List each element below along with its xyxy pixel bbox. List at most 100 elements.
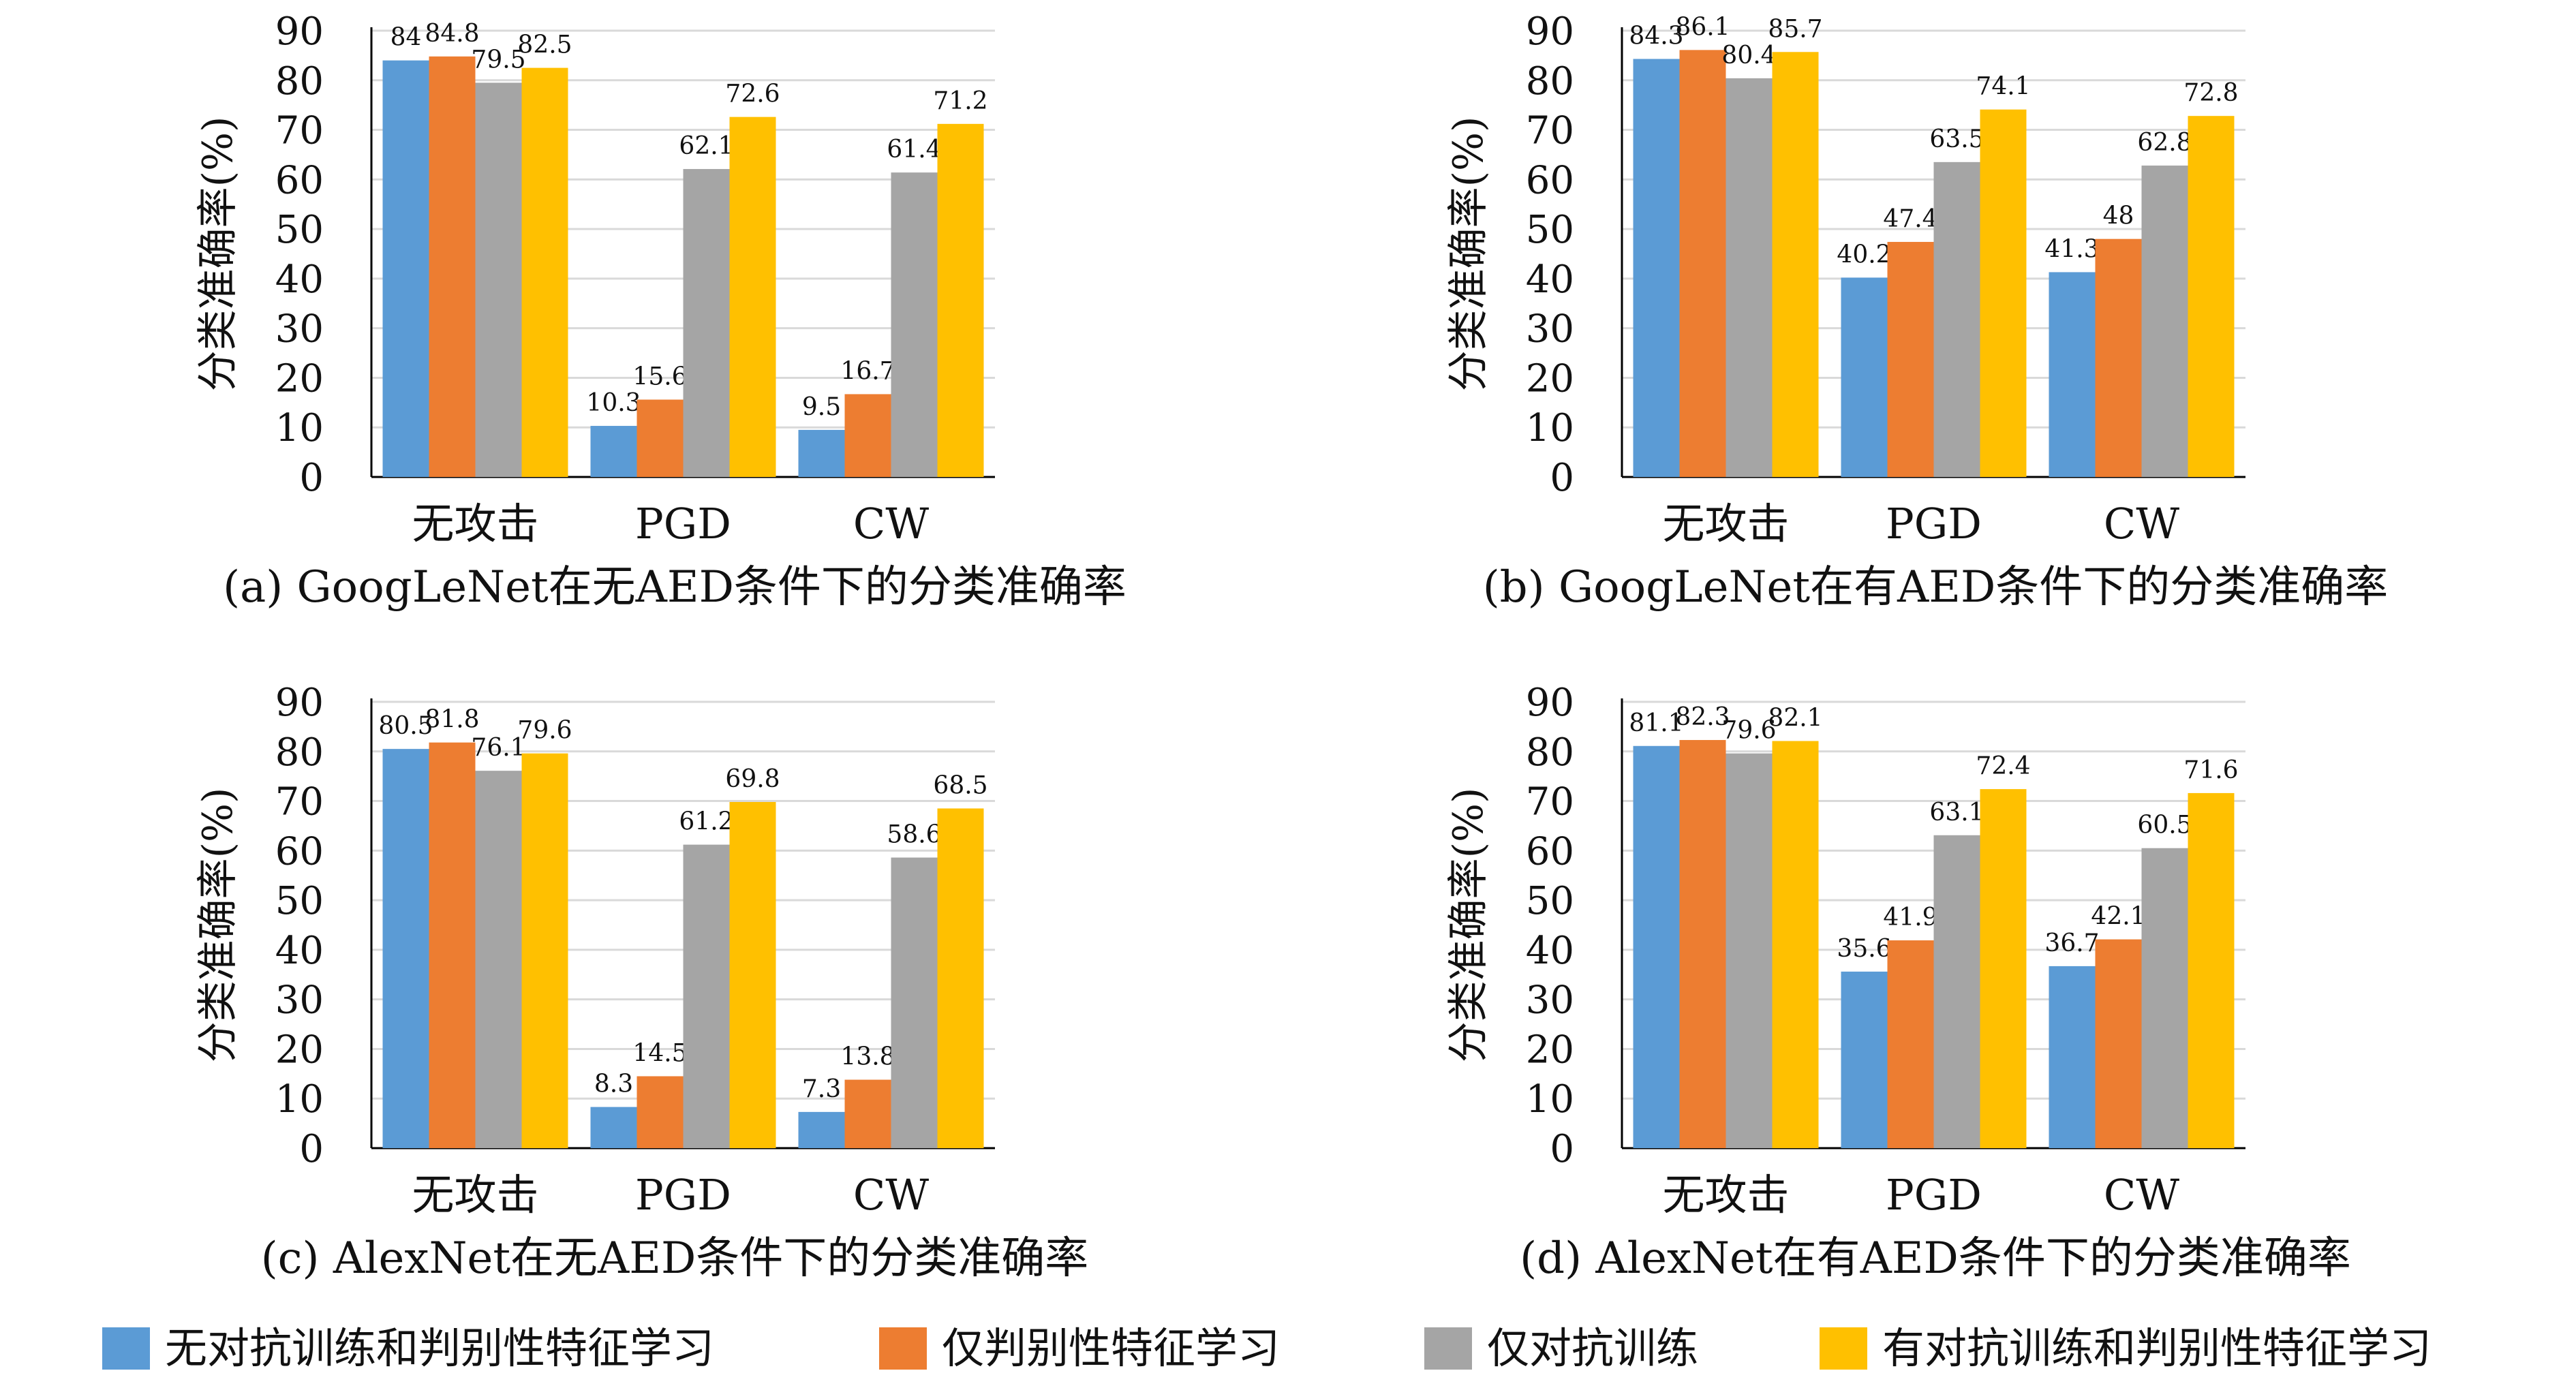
bar-1-0 — [590, 1107, 637, 1148]
y-tick-label: 0 — [1550, 456, 1574, 500]
data-label: 72.8 — [2183, 79, 2238, 107]
y-tick-label: 70 — [1526, 780, 1574, 824]
data-label: 41.9 — [1883, 904, 1937, 931]
data-label: 82.5 — [517, 31, 572, 59]
legend-label-3: 有对抗训练和判别性特征学习 — [1882, 1323, 2432, 1373]
data-label: 14.5 — [632, 1039, 687, 1067]
data-label: 68.5 — [933, 771, 987, 799]
y-axis-title: 分类准确率(%) — [1445, 117, 1492, 392]
data-label: 15.6 — [632, 362, 687, 390]
y-tick-label: 50 — [275, 208, 324, 252]
y-tick-label: 70 — [1526, 109, 1574, 153]
y-tick-label: 20 — [1526, 356, 1574, 401]
bar-1-1 — [1887, 940, 1934, 1148]
bar-0-2 — [475, 82, 522, 477]
data-label: 84.3 — [1629, 22, 1683, 50]
y-tick-label: 50 — [275, 879, 324, 923]
bar-2-0 — [2049, 272, 2096, 477]
bar-2-3 — [937, 123, 984, 478]
y-tick-label: 40 — [1526, 258, 1574, 302]
y-tick-label: 10 — [1526, 406, 1574, 450]
bar-2-1 — [844, 394, 891, 477]
bar-2-1 — [2095, 939, 2142, 1148]
data-label: 71.2 — [933, 87, 987, 115]
y-tick-label: 80 — [1526, 730, 1574, 775]
y-tick-label: 40 — [275, 258, 324, 302]
data-label: 84.8 — [425, 20, 479, 48]
bar-0-0 — [382, 60, 429, 477]
bar-0-0 — [1633, 59, 1680, 477]
data-label: 72.4 — [1976, 752, 2030, 780]
data-label: 71.6 — [2183, 756, 2238, 784]
bar-0-3 — [1772, 52, 1819, 478]
bar-1-2 — [1933, 835, 1980, 1148]
y-tick-label: 20 — [275, 356, 324, 401]
x-tick-label: 无攻击 — [412, 499, 538, 549]
legend-swatch-3 — [1820, 1327, 1867, 1370]
bar-1-1 — [637, 1076, 684, 1148]
legend-swatch-0 — [102, 1327, 150, 1370]
y-tick-label: 90 — [275, 681, 324, 725]
y-tick-label: 60 — [1526, 158, 1574, 202]
bar-2-3 — [2188, 116, 2235, 477]
bar-1-2 — [683, 844, 730, 1148]
bar-2-3 — [2188, 792, 2235, 1148]
bar-1-3 — [1980, 789, 2027, 1148]
y-axis-title: 分类准确率(%) — [194, 117, 242, 392]
y-tick-label: 30 — [275, 978, 324, 1023]
y-tick-label: 80 — [275, 59, 324, 104]
panel-caption: (d) AlexNet在有AED条件下的分类准确率 — [1520, 1233, 2351, 1284]
data-label: 58.6 — [887, 821, 941, 849]
x-tick-label: PGD — [1886, 1170, 1982, 1220]
bar-1-0 — [590, 426, 637, 477]
chart-panel-1: 0102030405060708090分类准确率(%)84.386.180.48… — [1445, 10, 2388, 613]
bar-0-3 — [1772, 741, 1819, 1148]
bar-1-2 — [1933, 161, 1980, 477]
bar-2-1 — [844, 1079, 891, 1148]
bar-1-3 — [729, 802, 776, 1148]
y-tick-label: 0 — [299, 456, 324, 500]
data-label: 7.3 — [802, 1075, 841, 1103]
data-label: 61.4 — [887, 136, 941, 164]
data-label: 13.8 — [840, 1043, 895, 1071]
y-tick-label: 70 — [275, 780, 324, 824]
y-tick-label: 80 — [1526, 59, 1574, 104]
bar-0-2 — [1726, 78, 1773, 477]
y-tick-label: 60 — [275, 158, 324, 202]
data-label: 62.8 — [2137, 129, 2192, 157]
legend-label-2: 仅对抗训练 — [1487, 1323, 1698, 1373]
data-label: 40.2 — [1837, 241, 1891, 268]
y-axis-title: 分类准确率(%) — [1445, 788, 1492, 1063]
data-label: 69.8 — [725, 765, 780, 793]
bar-0-0 — [1633, 745, 1680, 1148]
x-tick-label: PGD — [1886, 499, 1982, 549]
x-tick-label: CW — [853, 1170, 929, 1220]
bar-0-1 — [1679, 50, 1726, 478]
data-label: 80.4 — [1721, 42, 1776, 70]
data-label: 63.5 — [1929, 125, 1984, 153]
data-label: 79.5 — [471, 46, 525, 74]
bar-0-1 — [429, 56, 476, 478]
data-label: 60.5 — [2137, 812, 2192, 839]
data-label: 82.1 — [1768, 704, 1822, 732]
bar-0-3 — [521, 67, 568, 478]
data-label: 82.3 — [1675, 703, 1730, 731]
data-label: 61.2 — [679, 808, 733, 836]
bar-0-2 — [1726, 753, 1773, 1148]
bar-0-2 — [475, 771, 522, 1148]
legend-label-0: 无对抗训练和判别性特征学习 — [165, 1323, 714, 1373]
bar-1-3 — [1980, 109, 2027, 477]
bar-2-0 — [2049, 966, 2096, 1148]
y-tick-label: 0 — [1550, 1127, 1574, 1171]
bar-0-1 — [429, 742, 476, 1148]
data-label: 63.1 — [1929, 799, 1984, 827]
bar-0-1 — [1679, 740, 1726, 1148]
bar-2-0 — [798, 1111, 845, 1148]
x-tick-label: PGD — [635, 1170, 731, 1220]
y-tick-label: 10 — [1526, 1077, 1574, 1122]
y-tick-label: 90 — [1526, 10, 1574, 54]
bar-2-2 — [891, 172, 938, 477]
bar-1-0 — [1841, 971, 1888, 1148]
bar-1-0 — [1841, 277, 1888, 477]
